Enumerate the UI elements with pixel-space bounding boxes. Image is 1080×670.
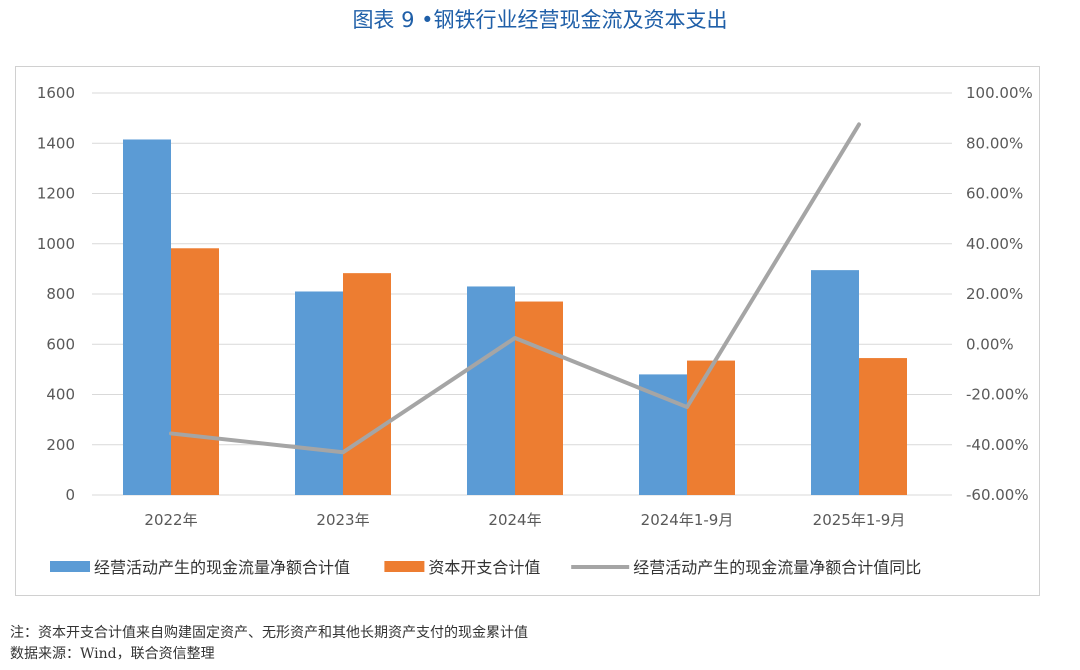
right-tick-label: 40.00% [966,235,1023,253]
left-tick-label: 0 [65,486,75,504]
chart-frame [15,66,1040,596]
legend-swatch [384,561,425,572]
bar-operating-cashflow [467,286,515,495]
bar-capex [515,301,563,495]
legend-label: 资本开支合计值 [428,558,540,577]
left-tick-label: 1000 [37,235,75,253]
x-tick-label: 2024年1-9月 [641,511,734,529]
legend-label: 经营活动产生的现金流量净额合计值同比 [633,558,921,577]
right-axis-labels: -60.00% -40.00% -20.00% 0.00% 20.00% 40.00% 60… [966,84,1033,504]
yoy-line [169,122,861,455]
right-tick-label: -20.00% [966,386,1029,404]
bar-operating-cashflow [123,139,171,495]
right-tick-label: 20.00% [966,285,1023,303]
right-tick-label: 60.00% [966,185,1023,203]
right-tick-label: 80.00% [966,134,1023,152]
chart-title: 图表 9 •钢铁行业经营现金流及资本支出 [352,8,728,32]
source-line: 数据来源：Wind，联合资信整理 [10,646,215,662]
left-tick-label: 1200 [37,185,75,203]
bar-capex [859,358,907,495]
line-yoy [169,122,861,455]
x-tick-label: 2023年 [316,511,369,529]
notes: 注：资本开支合计值来自购建固定资产、无形资产和其他长期资产支付的现金累计值 数据… [10,623,528,665]
left-axis-labels: 0 200 400 600 800 1000 1200 1400 1600 [37,84,75,504]
right-tick-label: -60.00% [966,486,1029,504]
left-tick-label: 200 [46,436,75,454]
x-tick-label: 2024年 [488,511,541,529]
right-tick-label: -40.00% [966,436,1029,454]
right-tick-label: 100.00% [966,84,1033,102]
right-tick-label: 0.00% [966,335,1014,353]
x-tick-label: 2025年1-9月 [813,511,906,529]
gridlines [92,92,952,496]
note-line: 注：资本开支合计值来自购建固定资产、无形资产和其他长期资产支付的现金累计值 [10,625,528,641]
bar-operating-cashflow [639,374,687,495]
x-axis-labels: 2022年 2023年 2024年 2024年1-9月 2025年1-9月 [144,511,905,529]
bar-capex [687,360,735,495]
legend: 经营活动产生的现金流量净额合计值 资本开支合计值 经营活动产生的现金流量净额合计值同… [50,558,921,577]
bars [123,139,907,495]
left-tick-label: 800 [46,285,75,303]
left-tick-label: 1400 [37,134,75,152]
legend-label: 经营活动产生的现金流量净额合计值 [94,558,350,577]
left-tick-label: 600 [46,335,75,353]
x-tick-label: 2022年 [144,511,197,529]
left-tick-label: 400 [46,386,75,404]
bar-operating-cashflow [295,291,343,495]
bar-capex [171,248,219,495]
bar-operating-cashflow [811,270,859,495]
combo-chart: 0 200 400 600 800 1000 1200 1400 1600 -60.00% -40… [37,84,1033,577]
legend-swatch [50,561,90,572]
bar-capex [343,273,391,495]
left-tick-label: 1600 [37,84,75,102]
